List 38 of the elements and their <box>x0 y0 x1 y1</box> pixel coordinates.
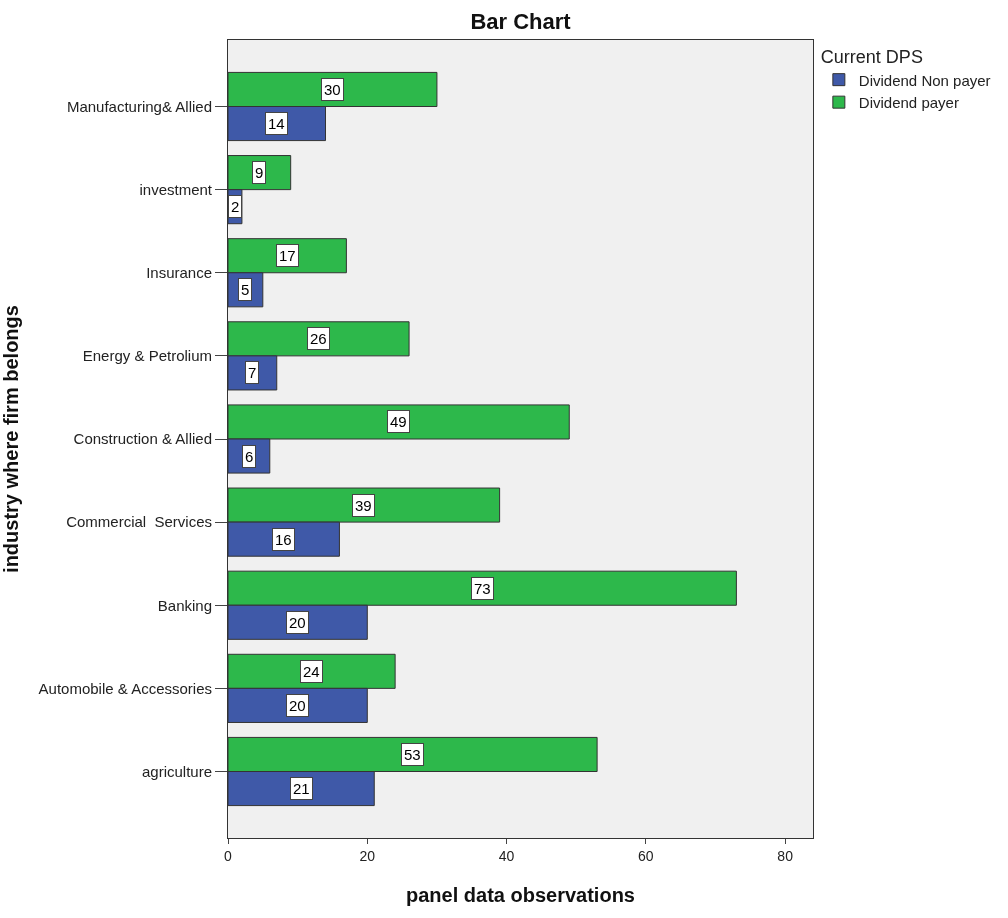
data-label: 20 <box>289 697 306 714</box>
data-label: 14 <box>268 115 285 132</box>
data-label: 5 <box>241 281 250 298</box>
data-label: 49 <box>390 413 407 430</box>
data-label: 53 <box>404 746 421 763</box>
data-label: 2 <box>231 198 240 215</box>
data-label: 17 <box>279 247 296 264</box>
data-label: 9 <box>255 164 264 181</box>
chart-title: Bar Chart <box>470 9 572 35</box>
data-label: 39 <box>355 497 372 514</box>
x-tick-label: 40 <box>498 847 515 864</box>
y-tick-label: Automobile & Accessories <box>38 679 212 697</box>
y-tick-label: Banking <box>157 596 212 614</box>
x-tick-label: 60 <box>638 847 654 864</box>
y-tick-label: Commercial Services <box>66 513 212 531</box>
x-tick-label: 80 <box>777 847 794 864</box>
y-tick-label: Manufacturing& Allied <box>66 97 212 115</box>
data-label: 73 <box>474 580 491 597</box>
data-label: 21 <box>293 780 310 797</box>
y-tick-label: investment <box>139 180 213 198</box>
data-label: 26 <box>310 330 327 347</box>
x-tick-label: 20 <box>359 847 376 864</box>
data-label: 7 <box>248 364 257 381</box>
data-label: 30 <box>324 81 341 98</box>
legend-label: Dividend payer <box>858 94 959 111</box>
y-tick-label: Insurance <box>146 264 212 281</box>
legend-label: Dividend Non payer <box>858 71 991 89</box>
legend-title: Current DPS <box>820 47 923 68</box>
data-label: 24 <box>303 663 320 680</box>
y-axis-title: industry where firm belongs <box>0 305 22 573</box>
data-label: 16 <box>275 531 292 548</box>
y-tick-label: Energy & Petrolium <box>82 347 212 365</box>
x-tick-label: 0 <box>224 847 233 864</box>
data-label: 20 <box>289 614 306 631</box>
x-axis-title: panel data observations <box>406 884 635 907</box>
data-label: 6 <box>245 448 254 465</box>
y-tick-label: Construction & Allied <box>73 430 212 448</box>
y-tick-label: agriculture <box>141 762 212 780</box>
